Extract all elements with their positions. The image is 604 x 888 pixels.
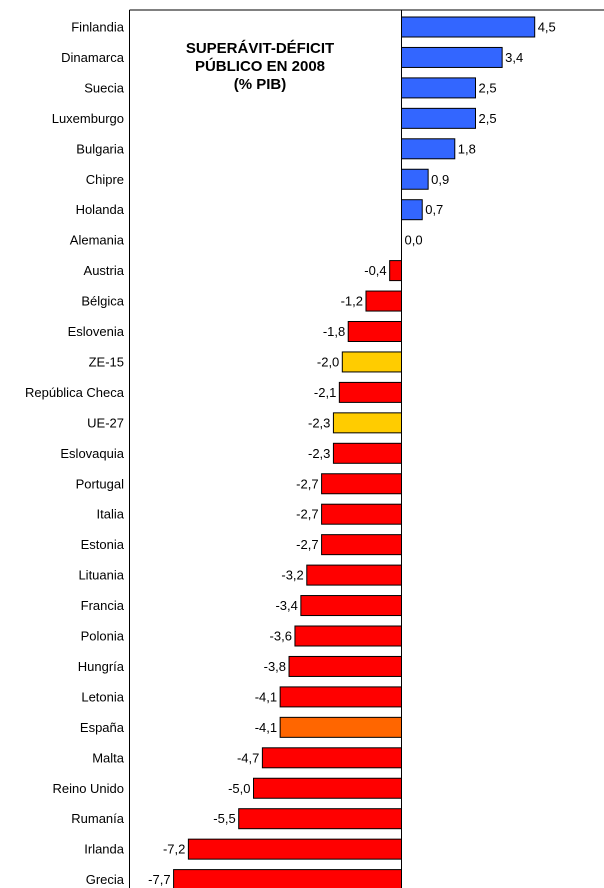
category-label-ze-15: ZE-15 xyxy=(89,354,124,369)
category-label-suecia: Suecia xyxy=(84,80,125,95)
value-label-lituania: -3,2 xyxy=(281,568,303,583)
bar-letonia xyxy=(279,686,403,708)
value-label-finlandia: 4,5 xyxy=(538,20,556,35)
bar-estonia xyxy=(321,534,402,556)
category-label-holanda: Holanda xyxy=(76,202,125,217)
category-label-chipre: Chipre xyxy=(86,172,124,187)
value-label-eslovaquia: -2,3 xyxy=(308,446,330,461)
value-label-alemania: 0,0 xyxy=(405,233,423,248)
bar-espana xyxy=(279,716,403,738)
category-label-lituania: Lituania xyxy=(78,568,124,583)
category-label-reino-unido: Reino Unido xyxy=(52,781,124,796)
value-label-dinamarca: 3,4 xyxy=(505,50,523,65)
value-label-republica-checa: -2,1 xyxy=(314,385,336,400)
bar-austria xyxy=(389,260,403,282)
value-label-suecia: 2,5 xyxy=(479,80,497,95)
category-label-ue-27: UE-27 xyxy=(87,415,124,430)
category-label-eslovenia: Eslovenia xyxy=(68,324,125,339)
bar-holanda xyxy=(401,199,423,221)
bar-polonia xyxy=(294,625,402,647)
value-label-malta: -4,7 xyxy=(237,750,259,765)
value-label-austria: -0,4 xyxy=(364,263,386,278)
value-label-luxemburgo: 2,5 xyxy=(479,111,497,126)
bar-ze-15 xyxy=(341,351,402,373)
category-label-dinamarca: Dinamarca xyxy=(61,50,125,65)
value-label-portugal: -2,7 xyxy=(296,476,318,491)
bar-rumania xyxy=(238,808,402,830)
value-label-italia: -2,7 xyxy=(296,507,318,522)
value-label-grecia: -7,7 xyxy=(148,872,170,887)
value-label-belgica: -1,2 xyxy=(341,294,363,309)
chart-title-line-2: PÚBLICO EN 2008 xyxy=(194,58,326,75)
value-label-hungria: -3,8 xyxy=(264,659,286,674)
bar-ue-27 xyxy=(332,412,403,434)
value-label-polonia: -3,6 xyxy=(270,629,292,644)
bar-luxemburgo xyxy=(401,107,476,129)
bar-finlandia xyxy=(401,16,536,38)
bar-italia xyxy=(321,503,402,525)
category-label-portugal: Portugal xyxy=(76,476,125,491)
category-label-luxemburgo: Luxemburgo xyxy=(52,111,124,126)
category-label-hungria: Hungría xyxy=(78,659,125,674)
value-label-irlanda: -7,2 xyxy=(163,842,185,857)
category-label-malta: Malta xyxy=(92,750,125,765)
bar-eslovenia xyxy=(347,321,402,342)
chart-title: SUPERÁVIT-DÉFICIT PÚBLICO EN 2008 (% PIB… xyxy=(140,40,380,94)
bar-hungria xyxy=(288,655,402,677)
category-label-finlandia: Finlandia xyxy=(71,20,125,35)
value-label-letonia: -4,1 xyxy=(255,689,277,704)
value-label-chipre: 0,9 xyxy=(431,172,449,187)
bar-grecia xyxy=(173,869,402,888)
value-label-rumania: -5,5 xyxy=(213,811,235,826)
bar-belgica xyxy=(365,290,403,312)
bar-reino-unido xyxy=(253,777,402,799)
bar-lituania xyxy=(306,564,402,586)
value-label-reino-unido: -5,0 xyxy=(228,781,250,796)
value-label-eslovenia: -1,8 xyxy=(323,324,345,339)
category-label-irlanda: Irlanda xyxy=(84,842,125,857)
bar-suecia xyxy=(401,77,476,99)
category-label-estonia: Estonia xyxy=(81,537,125,552)
category-label-italia: Italia xyxy=(97,507,125,522)
value-label-estonia: -2,7 xyxy=(296,537,318,552)
bar-portugal xyxy=(321,473,402,495)
bar-republica-checa xyxy=(338,381,402,403)
category-label-belgica: Bélgica xyxy=(81,294,124,309)
value-label-holanda: 0,7 xyxy=(425,202,443,217)
value-label-francia: -3,4 xyxy=(275,598,297,613)
value-label-ze-15: -2,0 xyxy=(317,354,339,369)
bar-eslovaquia xyxy=(332,442,403,464)
category-label-alemania: Alemania xyxy=(70,233,125,248)
category-label-francia: Francia xyxy=(81,598,125,613)
value-label-bulgaria: 1,8 xyxy=(458,141,476,156)
chart-title-line-1: SUPERÁVIT-DÉFICIT xyxy=(185,40,335,57)
category-label-grecia: Grecia xyxy=(86,872,125,887)
value-label-espana: -4,1 xyxy=(255,720,277,735)
category-label-polonia: Polonia xyxy=(81,629,125,644)
bar-chipre xyxy=(401,168,429,190)
category-label-austria: Austria xyxy=(84,263,125,278)
bar-francia xyxy=(300,595,402,617)
bar-dinamarca xyxy=(401,46,503,68)
category-label-espana: España xyxy=(80,720,125,735)
category-label-letonia: Letonia xyxy=(81,689,124,704)
chart-title-line-3: (% PIB) xyxy=(233,76,287,93)
category-label-eslovaquia: Eslovaquia xyxy=(60,446,124,461)
bar-bulgaria xyxy=(401,138,456,160)
category-label-rumania: Rumanía xyxy=(71,811,125,826)
category-label-bulgaria: Bulgaria xyxy=(76,141,124,156)
bar-malta xyxy=(261,747,402,769)
bar-irlanda xyxy=(187,838,402,860)
category-label-republica-checa: República Checa xyxy=(25,385,125,400)
value-label-ue-27: -2,3 xyxy=(308,415,330,430)
